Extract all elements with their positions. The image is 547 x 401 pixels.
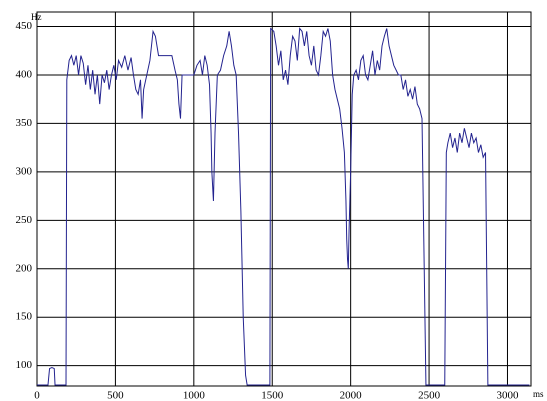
- x-tick-label: 0: [34, 390, 40, 401]
- x-tick-label: 1500: [261, 390, 284, 401]
- x-tick-label: 2000: [340, 390, 363, 401]
- pitch-line: [37, 27, 530, 386]
- x-tick-label: 1000: [183, 390, 206, 401]
- y-tick-label: 300: [16, 165, 33, 177]
- y-tick-label: 250: [16, 214, 33, 226]
- y-tick-label: 200: [16, 262, 33, 274]
- y-tick-label: 100: [16, 359, 33, 371]
- y-tick-label: 150: [16, 311, 33, 323]
- x-tick-label: 500: [107, 390, 124, 401]
- x-axis-label: ms: [533, 389, 544, 399]
- plot-frame: [36, 11, 532, 387]
- x-tick-label: 3000: [496, 390, 519, 401]
- y-axis-label: Hz: [31, 12, 42, 22]
- y-tick-label: 400: [16, 69, 33, 81]
- y-tick-label: 350: [16, 117, 33, 129]
- x-tick-label: 2500: [418, 390, 441, 401]
- y-tick-label: 450: [16, 20, 33, 32]
